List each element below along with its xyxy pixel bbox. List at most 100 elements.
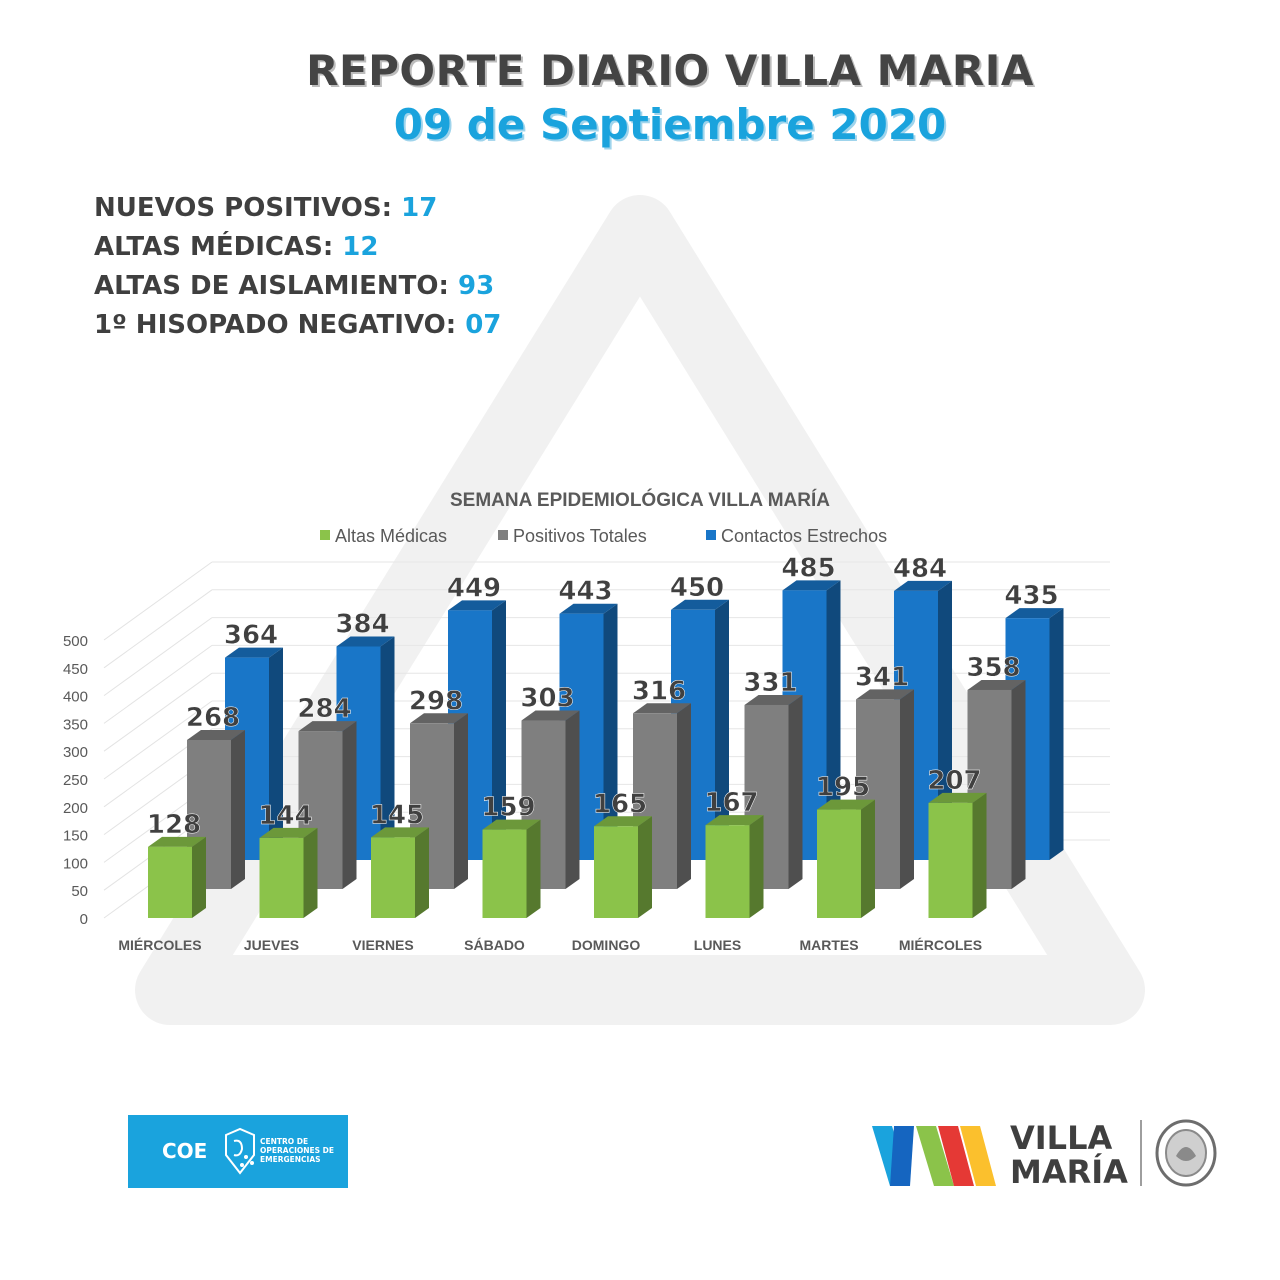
x-tick-label: DOMINGO [572,937,641,953]
bar-top [148,836,206,847]
bar-top [928,792,987,803]
bar [928,802,973,918]
bar-side [269,647,283,860]
stat-value: 07 [465,310,502,340]
bar-side [565,710,580,889]
bar-top [671,599,729,610]
bar-top [817,799,875,810]
data-label: 159 [481,793,535,823]
y-tick-label: 100 [63,855,88,872]
bar-top [633,703,691,714]
y-tick-label: 350 [63,716,88,733]
bar-side [861,799,875,918]
bar-top [705,815,764,826]
bar-side [380,636,395,860]
x-tick-label: MIÉRCOLES [899,937,982,953]
data-label: 207 [927,766,981,796]
bar-top [594,816,652,827]
bar-side [749,815,764,918]
x-tick-label: LUNES [694,937,741,953]
stats-list: NUEVOS POSITIVOS: 17 ALTAS MÉDICAS: 12 A… [94,190,501,346]
bar-top [521,710,580,721]
data-label: 268 [186,703,240,733]
bar-side [342,721,357,889]
data-label: 195 [816,773,870,803]
y-tick-label: 250 [63,772,88,789]
data-label: 165 [593,789,647,819]
villa-maria-logo: VILLA MARÍA [870,1116,1220,1196]
y-tick-label: 400 [63,689,88,706]
bar-side [900,689,914,889]
data-label: 128 [147,810,201,840]
bar-side [454,713,468,889]
stat-hisopado-negativo: 1º HISOPADO NEGATIVO: 07 [94,307,501,346]
legend-swatch-0 [320,530,330,540]
bar-top [856,689,914,700]
bar-top [187,729,245,740]
report-date: 09 de Septiembre 2020 [393,100,947,149]
vm-word-1: VILLA [1010,1119,1113,1157]
bar [371,837,415,918]
y-tick-label: 0 [80,911,88,928]
bar-top [225,647,283,658]
bar-top [894,580,952,591]
data-label: 331 [743,668,797,698]
y-tick-label: 200 [63,800,88,817]
bar-top [559,603,618,614]
gridline-diag [103,672,213,752]
bar-top [1005,608,1064,619]
bar-top [410,713,468,724]
bar-side [715,599,729,860]
bar [594,826,638,918]
data-label: 450 [670,573,724,603]
stat-label: ALTAS MÉDICAS: [94,232,334,262]
coe-abbr: COE [162,1139,208,1163]
bar-top [336,636,395,647]
data-label: 298 [409,686,463,716]
x-tick-label: MIÉRCOLES [118,937,201,953]
gridline-diag [103,700,213,780]
bar-top [744,694,803,705]
villa-maria-stripes-icon [872,1126,996,1186]
bar-side [492,600,506,860]
data-label: 284 [297,694,351,724]
bar-side [1049,608,1064,860]
legend-label-0: Altas Médicas [335,526,447,546]
bar [705,825,750,918]
x-tick-label: JUEVES [244,937,299,953]
stat-value: 93 [457,271,495,301]
data-label: 167 [704,788,758,818]
legend-swatch-1 [498,530,508,540]
legend-swatch-2 [706,530,716,540]
coe-name: CENTRO DE OPERACIONES DE EMERGENCIAS [260,1137,335,1164]
data-label: 316 [632,676,686,706]
data-label: 358 [966,653,1020,683]
bar-top [259,827,318,838]
chart-title: SEMANA EPIDEMIOLÓGICA VILLA MARÍA [450,489,830,511]
bar-side [231,729,245,889]
data-label: 485 [781,553,835,583]
bar-side [603,603,618,860]
y-tick-label: 450 [63,661,88,678]
x-tick-label: VIERNES [352,937,413,953]
bar-top [448,600,506,611]
legend-label-2: Contactos Estrechos [721,526,887,546]
data-label: 341 [855,662,909,692]
bar-side [303,827,318,918]
bar-side [677,703,691,889]
municipal-seal-icon [1155,1119,1217,1187]
bar-top [967,679,1026,690]
bar-side [1011,679,1026,889]
bar-side [938,580,952,860]
legend-label-1: Positivos Totales [513,526,647,546]
page-title: REPORTE DIARIO VILLA MARIA [306,46,1034,95]
data-label: 384 [335,609,389,639]
bar-top [482,819,541,830]
gridline-diag [103,561,213,641]
stat-label: NUEVOS POSITIVOS: [94,193,393,223]
bar-side [972,792,987,918]
y-tick-label: 50 [71,883,88,900]
